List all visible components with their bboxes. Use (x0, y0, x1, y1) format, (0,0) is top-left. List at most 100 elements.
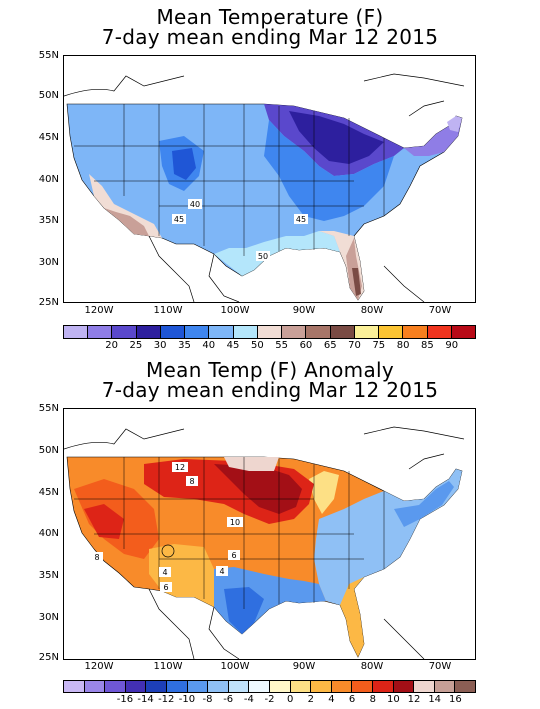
bottom-contour-label: 8 (94, 553, 99, 562)
bottom-contour-label: 10 (230, 518, 240, 527)
bottom-colorbar-swatch (146, 681, 167, 692)
bottom-colorbar-swatch (228, 681, 250, 692)
bottom-lon-label: 100W (220, 661, 250, 672)
bottom-colorbar-swatch (331, 681, 353, 692)
top-lon-label: 70W (428, 305, 452, 316)
bottom-colorbar-label: 0 (286, 694, 294, 705)
top-colorbar-swatch (379, 326, 404, 338)
top-colorbar-swatch (209, 326, 234, 338)
top-band-40-mid (264, 120, 394, 221)
top-lat-label: 45N (38, 132, 59, 143)
bottom-band-west10 (84, 504, 124, 539)
top-map-panel: 40 45 45 50 (63, 55, 476, 303)
bottom-lat-label: 50N (38, 445, 59, 456)
bottom-band-14 (224, 457, 279, 471)
bottom-colorbar-swatch (64, 681, 85, 692)
top-lon-label: 110W (153, 305, 183, 316)
bottom-map-panel: 12 8 10 8 6 4 4 6 (63, 408, 476, 660)
top-band-55 (214, 231, 340, 276)
bottom-colorbar-label: -6 (223, 694, 234, 705)
top-title-line2: 7-day mean ending Mar 12 2015 (101, 25, 439, 49)
bottom-colorbar-swatch (187, 681, 209, 692)
bottom-coastlines (64, 426, 465, 659)
bottom-state-lines (74, 457, 385, 609)
bottom-title-line1: Mean Temp (F) Anomaly (146, 358, 394, 382)
top-contour-label: 40 (190, 200, 200, 209)
bottom-colorbar-label: -14 (137, 694, 154, 705)
bottom-colorbar-swatch (166, 681, 188, 692)
bottom-colorbar-swatch (372, 681, 394, 692)
bottom-contour-label: 4 (162, 568, 167, 577)
bottom-colorbar-swatch (125, 681, 147, 692)
top-band-60-west (89, 174, 162, 238)
top-lon-label: 90W (292, 305, 316, 316)
top-colorbar (63, 325, 476, 339)
bottom-colorbar-swatch (414, 681, 435, 692)
bottom-colorbar-label: 12 (407, 694, 421, 705)
bottom-colorbar-swatch (208, 681, 229, 692)
top-colorbar-swatch (112, 326, 137, 338)
top-title-line1: Mean Temperature (F) (156, 5, 384, 29)
bottom-colorbar-label: 16 (448, 694, 462, 705)
bottom-lat-label: 35N (38, 570, 59, 581)
bottom-colorbar-swatch (249, 681, 270, 692)
bottom-contour-label: 12 (175, 463, 185, 472)
bottom-lat-label: 40N (38, 528, 59, 539)
top-lat-label: 30N (38, 257, 59, 268)
top-colorbar-label: 50 (250, 340, 264, 351)
bottom-colorbar-swatch (352, 681, 373, 692)
top-colorbar-swatch (160, 326, 186, 338)
bottom-colorbar-label: -12 (158, 694, 175, 705)
top-colorbar-label: 30 (153, 340, 167, 351)
bottom-colorbar-label: 2 (307, 694, 314, 705)
bottom-colorbar-label: -16 (116, 694, 134, 705)
bottom-contour-label: 6 (231, 551, 236, 560)
bottom-lon-label: 70W (428, 661, 452, 672)
top-lon-label: 120W (84, 305, 114, 316)
bottom-lat-label: 55N (38, 403, 59, 414)
bottom-colorbar-label: -2 (264, 694, 275, 705)
top-colorbar-swatch (257, 326, 283, 338)
top-colorbar-label: 40 (202, 340, 216, 351)
top-colorbar-label: 70 (348, 340, 361, 351)
bottom-band-neg-ne (394, 481, 454, 527)
top-band-30 (289, 111, 384, 164)
top-colorbar-label: 65 (323, 340, 337, 351)
top-contour-labels: 40 45 45 50 (172, 199, 308, 261)
bottom-colorbar-label: 10 (387, 694, 400, 705)
bottom-title-line2: 7-day mean ending Mar 12 2015 (101, 378, 439, 402)
top-colorbar-label: 75 (372, 340, 386, 351)
bottom-colorbar-label: 8 (369, 694, 376, 705)
bottom-colorbar-label: -4 (243, 694, 254, 705)
top-colorbar-swatch (403, 326, 428, 338)
top-lon-label: 80W (360, 305, 384, 316)
top-lat-label: 55N (38, 50, 59, 61)
bottom-colorbar (63, 680, 476, 693)
top-colorbar-swatch (330, 326, 355, 338)
top-colorbar-swatch (427, 326, 452, 338)
top-temperature-map: 40 45 45 50 (64, 73, 465, 302)
bottom-lat-label: 30N (38, 612, 59, 623)
top-lat-label: 35N (38, 215, 59, 226)
top-colorbar-swatch (88, 326, 113, 338)
top-colorbar-label: 35 (178, 340, 191, 351)
bottom-colorbar-swatch (311, 681, 332, 692)
top-colorbar-label: 80 (396, 340, 410, 351)
top-colorbar-swatch (354, 326, 380, 338)
top-lat-label: 40N (38, 174, 59, 185)
bottom-anomaly-map: 12 8 10 8 6 4 4 6 (64, 426, 465, 659)
bottom-contour-label: 8 (189, 477, 194, 486)
top-lat-label: 50N (38, 90, 59, 101)
top-contour-label: 50 (258, 252, 268, 261)
top-colorbar-swatch (185, 326, 210, 338)
top-colorbar-swatch (136, 326, 161, 338)
bottom-colorbar-swatch (269, 681, 291, 692)
top-colorbar-label: 90 (445, 340, 459, 351)
bottom-contour-labels: 12 8 10 8 6 4 4 6 (91, 462, 243, 592)
bottom-colorbar-swatch (84, 681, 106, 692)
bottom-contour-label: 4 (219, 567, 224, 576)
bottom-lat-label: 45N (38, 487, 59, 498)
top-colorbar-swatch (282, 326, 307, 338)
top-colorbar-label: 20 (105, 340, 118, 351)
top-colorbar-label: 85 (421, 340, 434, 351)
